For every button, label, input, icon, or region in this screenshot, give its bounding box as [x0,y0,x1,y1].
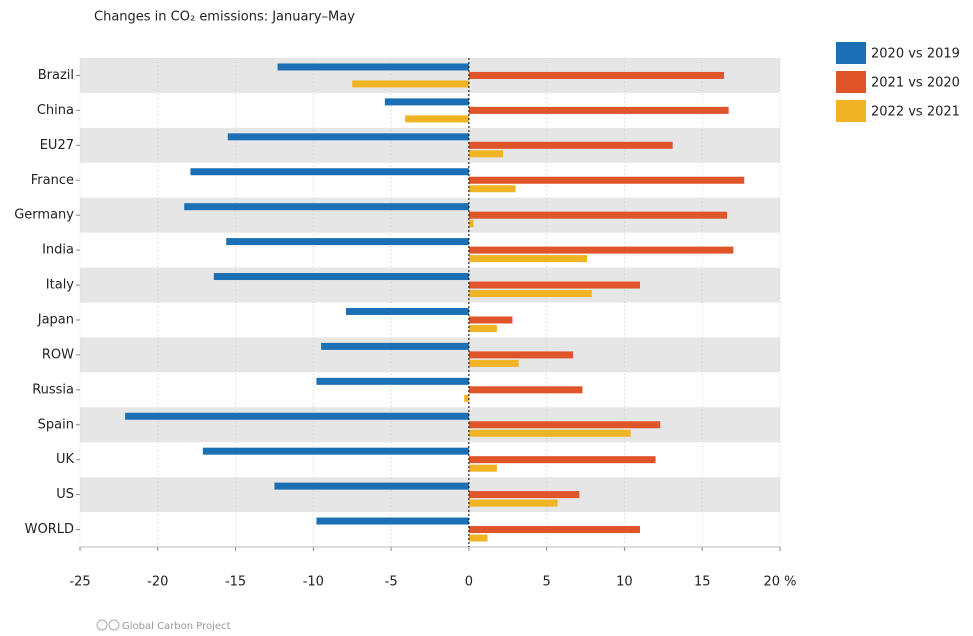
bar [227,133,469,141]
y-tick-label: Italy [46,278,75,293]
y-tick-label: ROW [42,347,74,362]
bar [321,342,469,350]
x-tick-label: 15 [694,575,711,590]
legend-swatch [836,100,866,122]
cc-icon [108,619,120,631]
bar [125,412,469,420]
bar [346,307,469,315]
x-tick-label: -20 [147,575,168,590]
row-band [80,267,780,303]
x-tick-label: 10 [616,575,633,590]
y-tick-label: UK [56,452,75,467]
row-band [80,477,780,513]
legend-swatch [836,42,866,64]
bar [468,106,729,114]
bar [405,115,469,123]
legend-label: 2021 vs 2020 [871,76,960,91]
x-tick-label: -10 [303,575,324,590]
bar [316,377,469,385]
bar [468,429,631,437]
bar [277,63,469,71]
bar [468,281,640,289]
y-tick-label: US [56,487,74,502]
y-tick-label: China [37,103,74,118]
bar [468,150,504,158]
legend-swatch [836,71,866,93]
x-tick-label: 20 % [763,575,796,590]
bar [468,290,592,298]
bar [384,98,469,106]
legend-label: 2020 vs 2019 [871,47,960,62]
bar [226,238,469,246]
bar [468,359,519,367]
row-band [80,337,780,373]
y-tick-label: Japan [37,312,74,327]
bar [468,324,497,332]
row-band [80,407,780,443]
x-tick-label: -5 [385,575,398,590]
bar [352,80,469,88]
cc-icon [96,619,108,631]
chart-title: Changes in CO₂ emissions: January–May [94,10,355,25]
y-tick-label: EU27 [40,138,74,153]
bar [190,168,469,176]
bar [468,386,583,394]
y-tick-label: Russia [32,382,74,397]
x-tick-label: 0 [465,575,473,590]
legend-label: 2022 vs 2021 [871,105,960,120]
bar [468,456,656,464]
bar [468,316,513,324]
bar [464,394,469,402]
y-tick-label: Brazil [38,68,74,83]
bar [468,220,474,228]
y-tick-label: Germany [14,208,74,223]
bar [316,517,469,525]
y-tick-label: India [42,243,74,258]
bar [468,255,588,263]
bar [274,482,469,490]
bar [468,491,580,499]
source: Global Carbon Project [122,621,231,632]
bar [468,534,488,542]
bar [468,421,661,429]
bar [468,499,558,507]
y-tick-label: WORLD [25,522,74,537]
bar [468,526,640,534]
y-tick-label: Spain [38,417,74,432]
x-tick-label: -15 [225,575,246,590]
bar [202,447,469,455]
bar [468,351,574,359]
bar [468,141,673,149]
bar [468,185,516,193]
row-band [80,127,780,163]
bar [468,464,497,472]
bar [468,176,745,184]
bar [468,71,724,79]
y-tick-label: France [31,173,74,188]
bar [184,203,469,211]
x-tick-label: 5 [543,575,551,590]
x-tick-label: -25 [69,575,90,590]
bar [213,273,469,281]
bar [468,211,728,219]
bar [468,246,734,254]
